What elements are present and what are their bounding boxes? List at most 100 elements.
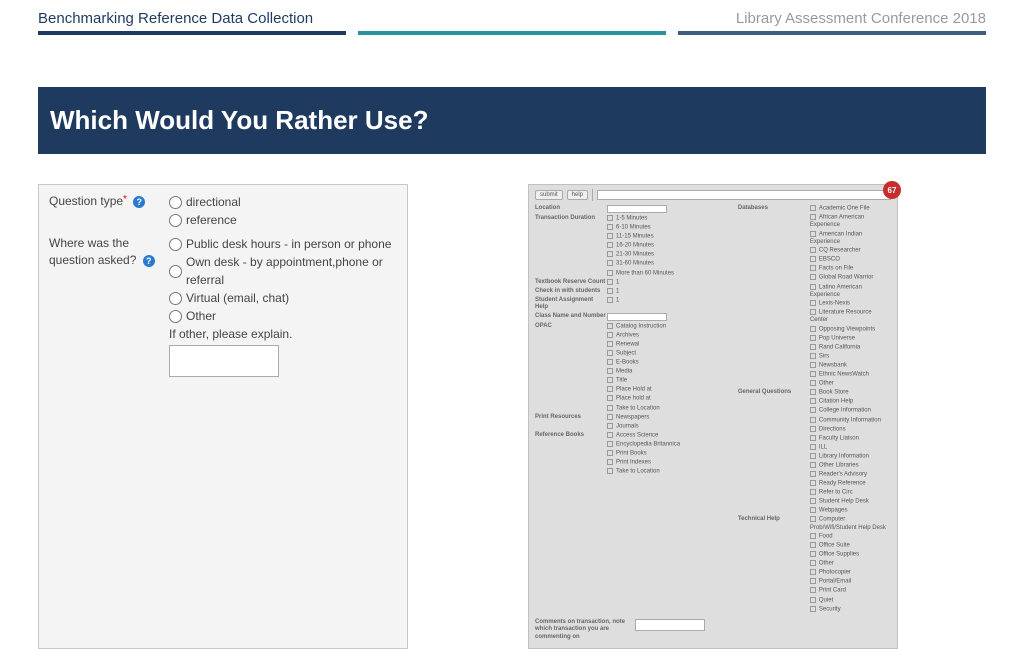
checkbox[interactable] — [810, 578, 816, 584]
checkbox[interactable] — [607, 405, 613, 411]
radio-option[interactable]: Other — [169, 307, 397, 325]
radio-input[interactable] — [169, 310, 182, 323]
checkbox[interactable] — [607, 242, 613, 248]
checkbox[interactable] — [607, 377, 613, 383]
radio-option[interactable]: reference — [169, 211, 397, 229]
radio-option[interactable]: Public desk hours - in person or phone — [169, 235, 397, 253]
checkbox[interactable] — [607, 323, 613, 329]
option-label: Security — [819, 606, 841, 612]
checkbox[interactable] — [607, 288, 613, 294]
text-input[interactable] — [607, 205, 667, 213]
checkbox[interactable] — [810, 507, 816, 513]
checkbox[interactable] — [810, 542, 816, 548]
q2-options: Public desk hours - in person or phoneOw… — [169, 235, 397, 380]
radio-input[interactable] — [169, 238, 182, 251]
checkbox[interactable] — [607, 423, 613, 429]
checkbox[interactable] — [810, 606, 816, 612]
checkbox[interactable] — [810, 462, 816, 468]
search-input[interactable] — [597, 190, 891, 200]
option-label: Newspapers — [616, 414, 649, 420]
checkbox[interactable] — [810, 471, 816, 477]
radio-option[interactable]: Own desk - by appointment,phone or refer… — [169, 253, 397, 289]
checkbox[interactable] — [810, 344, 816, 350]
checkbox[interactable] — [810, 489, 816, 495]
checkbox[interactable] — [810, 231, 816, 237]
help-button[interactable]: help — [567, 190, 588, 200]
checkbox[interactable] — [810, 597, 816, 603]
checkbox[interactable] — [810, 335, 816, 341]
radio-input[interactable] — [169, 196, 182, 209]
radio-input[interactable] — [169, 265, 182, 278]
help-icon[interactable]: ? — [143, 255, 155, 267]
checkbox[interactable] — [607, 332, 613, 338]
option-label: Opposing Viewpoints — [819, 326, 875, 332]
checkbox[interactable] — [810, 417, 816, 423]
checkbox[interactable] — [607, 279, 613, 285]
radio-option[interactable]: directional — [169, 193, 397, 211]
checkbox[interactable] — [607, 260, 613, 266]
checkbox[interactable] — [607, 215, 613, 221]
group-label: Location — [535, 205, 607, 214]
checkbox[interactable] — [607, 441, 613, 447]
checkbox[interactable] — [607, 459, 613, 465]
checkbox[interactable] — [810, 498, 816, 504]
checkbox[interactable] — [810, 214, 816, 220]
checkbox[interactable] — [810, 274, 816, 280]
checkbox[interactable] — [810, 380, 816, 386]
checkbox[interactable] — [607, 233, 613, 239]
checkbox[interactable] — [607, 395, 613, 401]
checkbox[interactable] — [810, 265, 816, 271]
checkbox[interactable] — [810, 426, 816, 432]
option-label: 1 — [616, 297, 619, 303]
checkbox[interactable] — [810, 569, 816, 575]
checkbox[interactable] — [810, 353, 816, 359]
checkbox[interactable] — [607, 350, 613, 356]
checkbox[interactable] — [810, 309, 816, 315]
radio-input[interactable] — [169, 292, 182, 305]
checkbox[interactable] — [607, 297, 613, 303]
submit-button[interactable]: submit — [535, 190, 563, 200]
checkbox[interactable] — [810, 362, 816, 368]
checkbox[interactable] — [810, 516, 816, 522]
checkbox[interactable] — [810, 326, 816, 332]
checkbox[interactable] — [810, 587, 816, 593]
checkbox[interactable] — [607, 270, 613, 276]
option-label: Library Information — [819, 453, 869, 459]
checkbox[interactable] — [810, 551, 816, 557]
checkbox[interactable] — [810, 300, 816, 306]
option-label: Take to Location — [616, 405, 660, 411]
checkbox[interactable] — [810, 256, 816, 262]
checkbox[interactable] — [810, 533, 816, 539]
checkbox[interactable] — [810, 247, 816, 253]
group-label: General Questions — [738, 389, 810, 397]
checkbox[interactable] — [810, 284, 816, 290]
checkbox[interactable] — [810, 371, 816, 377]
checkbox[interactable] — [810, 435, 816, 441]
checkbox[interactable] — [607, 224, 613, 230]
checkbox[interactable] — [607, 359, 613, 365]
checkbox[interactable] — [607, 432, 613, 438]
checkbox[interactable] — [607, 368, 613, 374]
radio-input[interactable] — [169, 214, 182, 227]
text-input[interactable] — [607, 313, 667, 321]
checkbox[interactable] — [607, 414, 613, 420]
help-icon[interactable]: ? — [133, 196, 145, 208]
checkbox[interactable] — [810, 560, 816, 566]
checkbox[interactable] — [810, 398, 816, 404]
checkbox[interactable] — [607, 341, 613, 347]
comments-input[interactable] — [635, 619, 705, 631]
form-b-right-column: DatabasesAcademic One FileAfrican Americ… — [738, 205, 891, 615]
option-label: College Information — [819, 408, 871, 414]
checkbox[interactable] — [810, 407, 816, 413]
checkbox[interactable] — [607, 468, 613, 474]
checkbox[interactable] — [810, 444, 816, 450]
checkbox[interactable] — [607, 386, 613, 392]
checkbox[interactable] — [607, 251, 613, 257]
radio-option[interactable]: Virtual (email, chat) — [169, 289, 397, 307]
checkbox[interactable] — [810, 205, 816, 211]
checkbox[interactable] — [810, 480, 816, 486]
checkbox[interactable] — [810, 453, 816, 459]
other-explain-input[interactable] — [169, 345, 279, 377]
checkbox[interactable] — [810, 389, 816, 395]
checkbox[interactable] — [607, 450, 613, 456]
